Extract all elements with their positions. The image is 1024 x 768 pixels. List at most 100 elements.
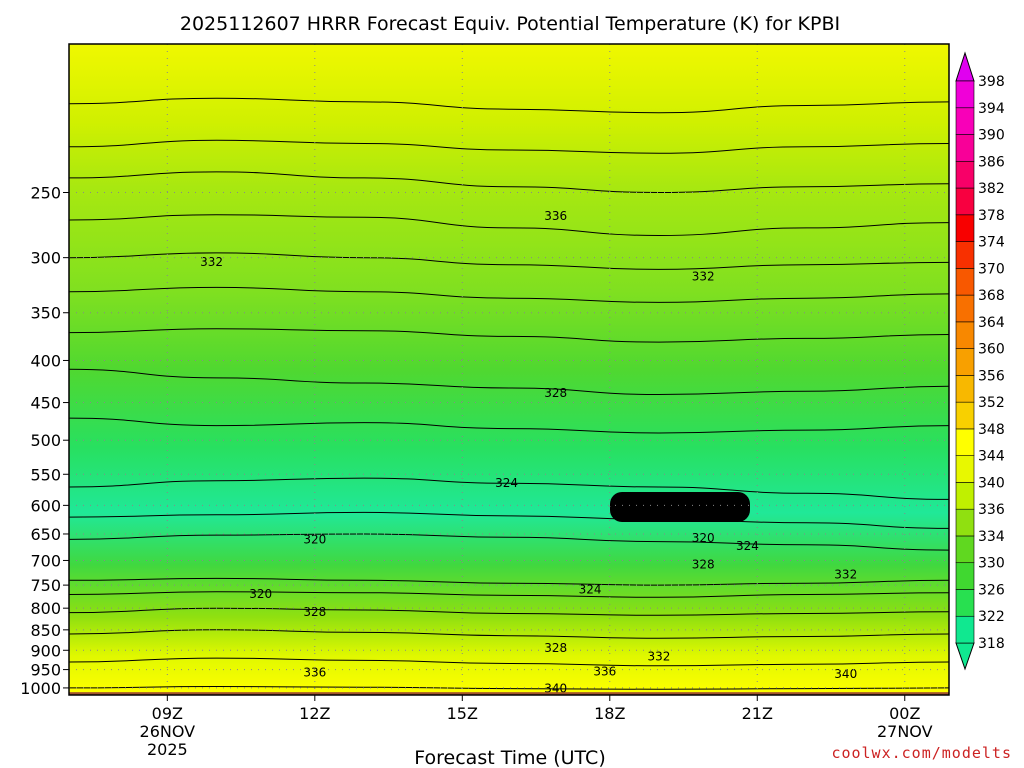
y-tick-label-500: 500 <box>30 431 61 450</box>
contour-label-4: 324 <box>495 476 518 490</box>
y-tick-label-1000: 1000 <box>20 679 61 698</box>
contour-label-0: 336 <box>544 209 567 223</box>
colorbar-swatch-378 <box>955 187 975 216</box>
storm-blob <box>610 492 750 522</box>
y-tick-label-350: 350 <box>30 304 61 323</box>
y-tick-label-400: 400 <box>30 351 61 370</box>
colorbar-label-348: 348 <box>978 422 1005 438</box>
colorbar-swatch-356 <box>955 348 975 376</box>
contour-label-5: 320 <box>303 533 326 547</box>
colorbar-swatch-348 <box>955 401 975 430</box>
y-tick-label-800: 800 <box>30 599 61 618</box>
contour-326-8 <box>68 417 950 434</box>
colorbar-label-364: 364 <box>978 315 1005 331</box>
colorbar-top-arrow <box>955 51 975 82</box>
x-tick-label-00Z: 00Z <box>889 704 920 723</box>
colorbar-label-330: 330 <box>978 556 1005 572</box>
colorbar-label-390: 390 <box>978 128 1005 144</box>
contour-label-18: 340 <box>544 682 567 696</box>
contour-320-11 <box>68 533 950 551</box>
colorbar-label-394: 394 <box>978 101 1005 117</box>
x-tick-label-12Z: 12Z <box>299 704 330 723</box>
x-tick-label-15Z: 15Z <box>447 704 478 723</box>
colorbar-swatch-318 <box>955 615 975 644</box>
contour-328-7 <box>68 368 950 396</box>
x-axis-label: Forecast Time (UTC) <box>414 747 605 768</box>
y-tick-label-450: 450 <box>30 394 61 413</box>
y-axis: 2503003504004505005506006507007508008509… <box>20 183 69 698</box>
contour-label-8: 328 <box>692 558 715 572</box>
colorbar-label-378: 378 <box>978 208 1005 224</box>
colorbar-label-334: 334 <box>978 529 1005 545</box>
x-tick-label-18Z: 18Z <box>594 704 625 723</box>
colorbar-label-398: 398 <box>978 74 1005 90</box>
colorbar-label-382: 382 <box>978 181 1005 197</box>
colorbar-swatch-382 <box>955 160 975 189</box>
y-tick-label-750: 750 <box>30 576 61 595</box>
plot-frame <box>68 43 950 696</box>
y-tick-label-550: 550 <box>30 465 61 484</box>
colorbar-swatch-340 <box>955 455 975 483</box>
colorbar-label-386: 386 <box>978 154 1005 170</box>
colorbar-swatch-394 <box>955 80 975 109</box>
colorbar-label-340: 340 <box>978 475 1005 491</box>
colorbar-label-356: 356 <box>978 368 1005 384</box>
x-tick-date-00Z: 27NOV <box>877 722 933 741</box>
colorbar-label-368: 368 <box>978 288 1005 304</box>
contour-340-17 <box>68 685 950 690</box>
y-tick-label-900: 900 <box>30 641 61 660</box>
y-tick-label-650: 650 <box>30 525 61 544</box>
contour-label-10: 324 <box>579 583 602 597</box>
colorbar-swatch-326 <box>955 562 975 590</box>
y-tick-label-950: 950 <box>30 661 61 680</box>
colorbar-swatch-370 <box>955 241 975 269</box>
contour-332-5 <box>68 286 950 303</box>
colorbar-swatch-386 <box>955 134 975 162</box>
x-tick-date-09Z: 26NOV <box>140 722 196 741</box>
colorbar-swatch-344 <box>955 428 975 456</box>
contour-label-11: 320 <box>249 587 272 601</box>
contour-label-9: 332 <box>834 567 857 581</box>
colorbar-swatch-360 <box>955 321 975 349</box>
colorbar-swatch-368 <box>955 268 975 296</box>
contour-322-10 <box>68 511 950 529</box>
colorbar-swatch-330 <box>955 535 975 564</box>
contour-label-6: 320 <box>692 531 715 545</box>
y-tick-label-600: 600 <box>30 496 61 515</box>
chart-title: 2025112607 HRRR Forecast Equiv. Potentia… <box>180 13 840 35</box>
contour-label-2: 332 <box>692 270 715 284</box>
colorbar-label-318: 318 <box>978 636 1005 652</box>
contour-label-7: 324 <box>736 539 759 553</box>
ground-band <box>69 692 949 695</box>
contour-324-9 <box>68 477 950 500</box>
contour-lines <box>68 97 950 690</box>
contour-338-2 <box>68 171 950 194</box>
y-tick-label-300: 300 <box>30 249 61 268</box>
contour-334-4 <box>68 252 950 270</box>
colorbar-bottom-arrow <box>955 642 975 671</box>
colorbar-label-344: 344 <box>978 449 1005 465</box>
y-tick-label-700: 700 <box>30 551 61 570</box>
colorbar-label-326: 326 <box>978 582 1005 598</box>
colorbar-label-370: 370 <box>978 261 1005 277</box>
credit-text: coolwx.com/modelts <box>831 744 1012 762</box>
contour-labels: 336 332 332 328 324 320 320 324 328 332 324 320 328 3… <box>200 209 857 696</box>
contour-340-1 <box>68 139 950 154</box>
x-tick-year-09Z: 2025 <box>147 740 188 759</box>
contour-320-12 <box>68 577 950 586</box>
contour-330-6 <box>68 328 950 343</box>
colorbar-swatch-364 <box>955 294 975 323</box>
contour-label-12: 328 <box>303 605 326 619</box>
colorbar-swatch-334 <box>955 508 975 537</box>
colorbar-swatch-390 <box>955 107 975 135</box>
colorbar-swatch-374 <box>955 214 975 242</box>
contour-label-1: 332 <box>200 255 223 269</box>
y-tick-label-250: 250 <box>30 183 61 202</box>
contour-324-13 <box>68 591 950 598</box>
colorbar-label-352: 352 <box>978 395 1005 411</box>
colorbar-label-360: 360 <box>978 342 1005 358</box>
contour-336-3 <box>68 214 950 237</box>
colorbar: 318 322 326 330 334 336 340 344 348 352 356 360 364 3… <box>955 51 1005 671</box>
